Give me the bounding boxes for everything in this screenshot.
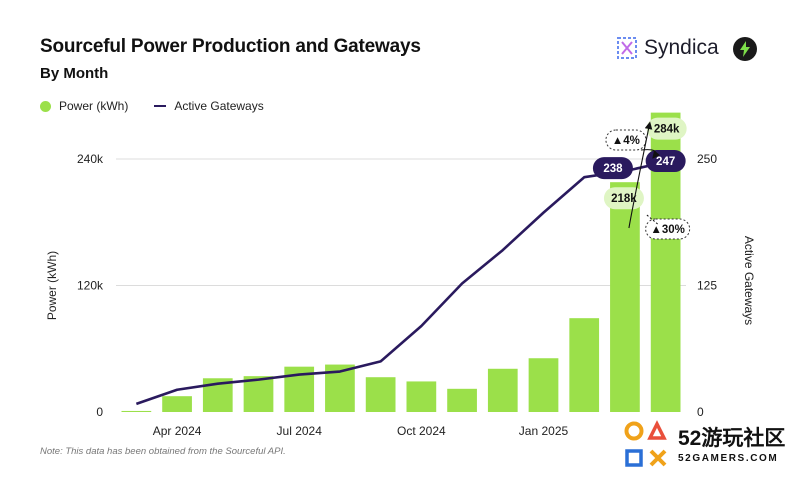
watermark: 52游玩社区 52GAMERS.COM — [622, 420, 794, 476]
bar-oct-2024 — [406, 381, 437, 412]
bar-jan-2025 — [528, 358, 559, 412]
data-note: Note: This data has been obtained from t… — [40, 446, 286, 457]
y-tick-label: 0 — [96, 405, 103, 419]
bar-sep-2024 — [365, 377, 396, 412]
power-change-badge: ▲30% — [650, 224, 684, 236]
line-label-238: 238 — [603, 163, 623, 175]
power-change-arrow — [628, 121, 653, 229]
bar-feb-2025 — [569, 318, 600, 412]
line-label-247: 247 — [656, 156, 675, 168]
bar-apr-2024 — [162, 396, 192, 412]
y-tick-label: 120k — [77, 279, 104, 293]
chart-title: Sourceful Power Production and Gateways — [40, 36, 421, 57]
bar-jun-2024 — [243, 376, 274, 412]
chart-subtitle: By Month — [40, 65, 109, 82]
line-label-238-pill — [592, 157, 633, 180]
chart-legend: Power (kWh) Active Gateways — [40, 99, 264, 113]
x-tick-label: Jul 2024 — [277, 424, 323, 438]
bar-nov-2024 — [447, 388, 477, 412]
watermark-url: 52GAMERS.COM — [678, 453, 779, 464]
syndica-logo-icon — [617, 37, 637, 59]
watermark-logo-icon — [624, 420, 667, 467]
legend-bar-swatch — [40, 100, 51, 112]
lightning-icon — [733, 37, 757, 61]
legend-gateways-label: Active Gateways — [174, 99, 264, 113]
y2-axis-title: Active Gateways — [742, 236, 756, 325]
legend-line-swatch — [154, 105, 167, 107]
brand-logo: Syndica — [616, 36, 719, 60]
y2-tick-label: 250 — [697, 152, 717, 166]
y2-tick-label: 0 — [697, 405, 704, 419]
y-axis-title: Power (kWh) — [45, 251, 59, 320]
power-change-connector — [645, 213, 658, 225]
x-tick-label: Jan 2025 — [519, 424, 569, 438]
watermark-text: 52游玩社区 — [678, 427, 786, 450]
x-tick-label: Oct 2024 — [397, 424, 446, 438]
bar-mar-2025 — [610, 182, 640, 412]
y-tick-label: 240k — [77, 152, 104, 166]
x-tick-label: Apr 2024 — [153, 424, 202, 438]
brand-name: Syndica — [644, 36, 719, 59]
y2-tick-label: 125 — [697, 279, 717, 293]
bar-mar-2024 — [121, 410, 152, 412]
gateways-change-badge: ▲4% — [612, 135, 640, 147]
legend-power-label: Power (kWh) — [59, 99, 129, 113]
bar-label-284k-pill — [646, 117, 687, 140]
bar-label-284k: 284k — [654, 124, 680, 136]
gateways-line — [135, 160, 666, 406]
gateways-change-badge-pill — [605, 129, 647, 151]
bar-label-218k: 218k — [611, 193, 637, 205]
bar-dec-2024 — [487, 368, 518, 412]
power-change-badge-pill — [645, 218, 691, 240]
